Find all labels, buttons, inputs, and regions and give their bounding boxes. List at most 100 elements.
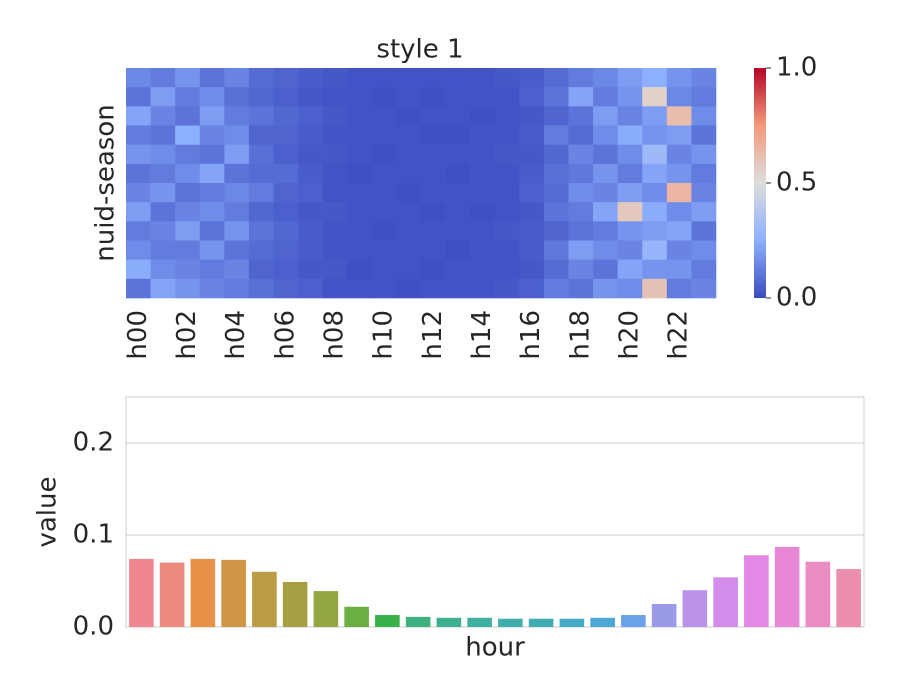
heatmap-cell	[666, 221, 692, 241]
heatmap-cell	[396, 87, 422, 107]
heatmap-cell	[642, 202, 668, 222]
heatmap-cell	[519, 259, 545, 280]
heatmap-cell	[617, 163, 643, 184]
heatmap-cell	[617, 87, 643, 107]
heatmap-cell	[224, 259, 250, 280]
heatmap-cell	[543, 221, 569, 241]
heatmap-cell	[273, 259, 299, 280]
heatmap-cell	[666, 163, 692, 184]
bar	[836, 569, 861, 627]
heatmap-cell	[494, 202, 520, 222]
heatmap-cell	[642, 144, 668, 165]
heatmap-cell	[298, 144, 323, 165]
heatmap-cell	[593, 259, 618, 280]
heatmap-cell	[568, 240, 594, 260]
heatmap-cell	[470, 221, 496, 241]
heatmap-cell	[568, 183, 594, 203]
heatmap-cell	[126, 221, 151, 241]
heatmap-cell	[396, 183, 422, 203]
heatmap-cell	[593, 163, 618, 184]
heatmap-cell	[298, 221, 323, 241]
heatmap-cell	[322, 259, 348, 280]
heatmap-cell	[298, 163, 323, 184]
heatmap-cell	[199, 106, 225, 126]
heatmap-cell	[494, 87, 520, 107]
heatmap-cell	[666, 278, 692, 299]
colorbar-tick-label: 0.5	[776, 168, 817, 198]
heatmap-cell	[224, 125, 250, 145]
heatmap-cell	[347, 221, 373, 241]
x-tick-label: h00	[123, 310, 153, 360]
heatmap-cell	[470, 183, 496, 203]
heatmap-cell	[273, 183, 299, 203]
heatmap-cell	[273, 221, 299, 241]
x-axis-label: hour	[465, 633, 525, 663]
heatmap-cell	[347, 163, 373, 184]
heatmap-cell	[347, 240, 373, 260]
heatmap-cell	[322, 221, 348, 241]
heatmap-cell	[445, 144, 471, 165]
heatmap-cell	[371, 68, 397, 88]
heatmap-cell	[445, 240, 471, 260]
bar	[713, 577, 738, 627]
heatmap-cell	[421, 125, 446, 145]
heatmap-cell	[199, 87, 225, 107]
heatmap-cell	[248, 87, 274, 107]
heatmap-cell	[347, 183, 373, 203]
x-tick-label: h04	[221, 310, 251, 360]
heatmap-cell	[150, 259, 176, 280]
heatmap-cell	[470, 87, 496, 107]
heatmap-cell	[421, 144, 446, 165]
heatmap-cell	[199, 221, 225, 241]
heatmap-cell	[371, 221, 397, 241]
heatmap-cell	[175, 202, 201, 222]
heatmap-cell	[126, 278, 151, 299]
heatmap-cell	[175, 183, 201, 203]
heatmap-cell	[175, 144, 201, 165]
heatmap-cell	[421, 278, 446, 299]
heatmap-cell	[543, 163, 569, 184]
heatmap-cell	[175, 278, 201, 299]
heatmap-cell	[248, 144, 274, 165]
heatmap-cell	[347, 125, 373, 145]
heatmap-cell	[642, 278, 668, 299]
heatmap-cell	[470, 259, 496, 280]
bar	[313, 591, 339, 627]
heatmap-cell	[273, 144, 299, 165]
bar	[774, 546, 800, 627]
heatmap-cell	[421, 221, 446, 241]
x-tick-label: h08	[319, 310, 349, 360]
heatmap-cell	[224, 202, 250, 222]
heatmap-cell	[691, 144, 717, 165]
heatmap-cell	[519, 240, 545, 260]
heatmap-cell	[642, 183, 668, 203]
heatmap-cell	[224, 163, 250, 184]
heatmap-cell	[568, 163, 594, 184]
x-tick-label: h16	[516, 310, 546, 360]
heatmap-cell	[666, 68, 692, 88]
heatmap-cell	[421, 163, 446, 184]
heatmap-cell	[519, 106, 545, 126]
heatmap-cell	[494, 183, 520, 203]
heatmap-cell	[494, 278, 520, 299]
heatmap-cell	[691, 163, 717, 184]
heatmap-cell	[494, 221, 520, 241]
heatmap-cell	[543, 278, 569, 299]
heatmap-cell	[224, 68, 250, 88]
x-tick-label: h10	[369, 310, 399, 360]
heatmap-cell	[298, 87, 323, 107]
heatmap-cell	[617, 144, 643, 165]
heatmap-cell	[543, 106, 569, 126]
heatmap-cell	[691, 87, 717, 107]
heatmap-cell	[371, 183, 397, 203]
heatmap-cell	[224, 144, 250, 165]
heatmap-cell	[248, 68, 274, 88]
heatmap-cell	[666, 259, 692, 280]
heatmap-cell	[519, 183, 545, 203]
bar	[282, 581, 308, 627]
heatmap-cell	[568, 202, 594, 222]
heatmap-cell	[273, 163, 299, 184]
heatmap-cell	[445, 68, 471, 88]
heatmap-cell	[617, 202, 643, 222]
